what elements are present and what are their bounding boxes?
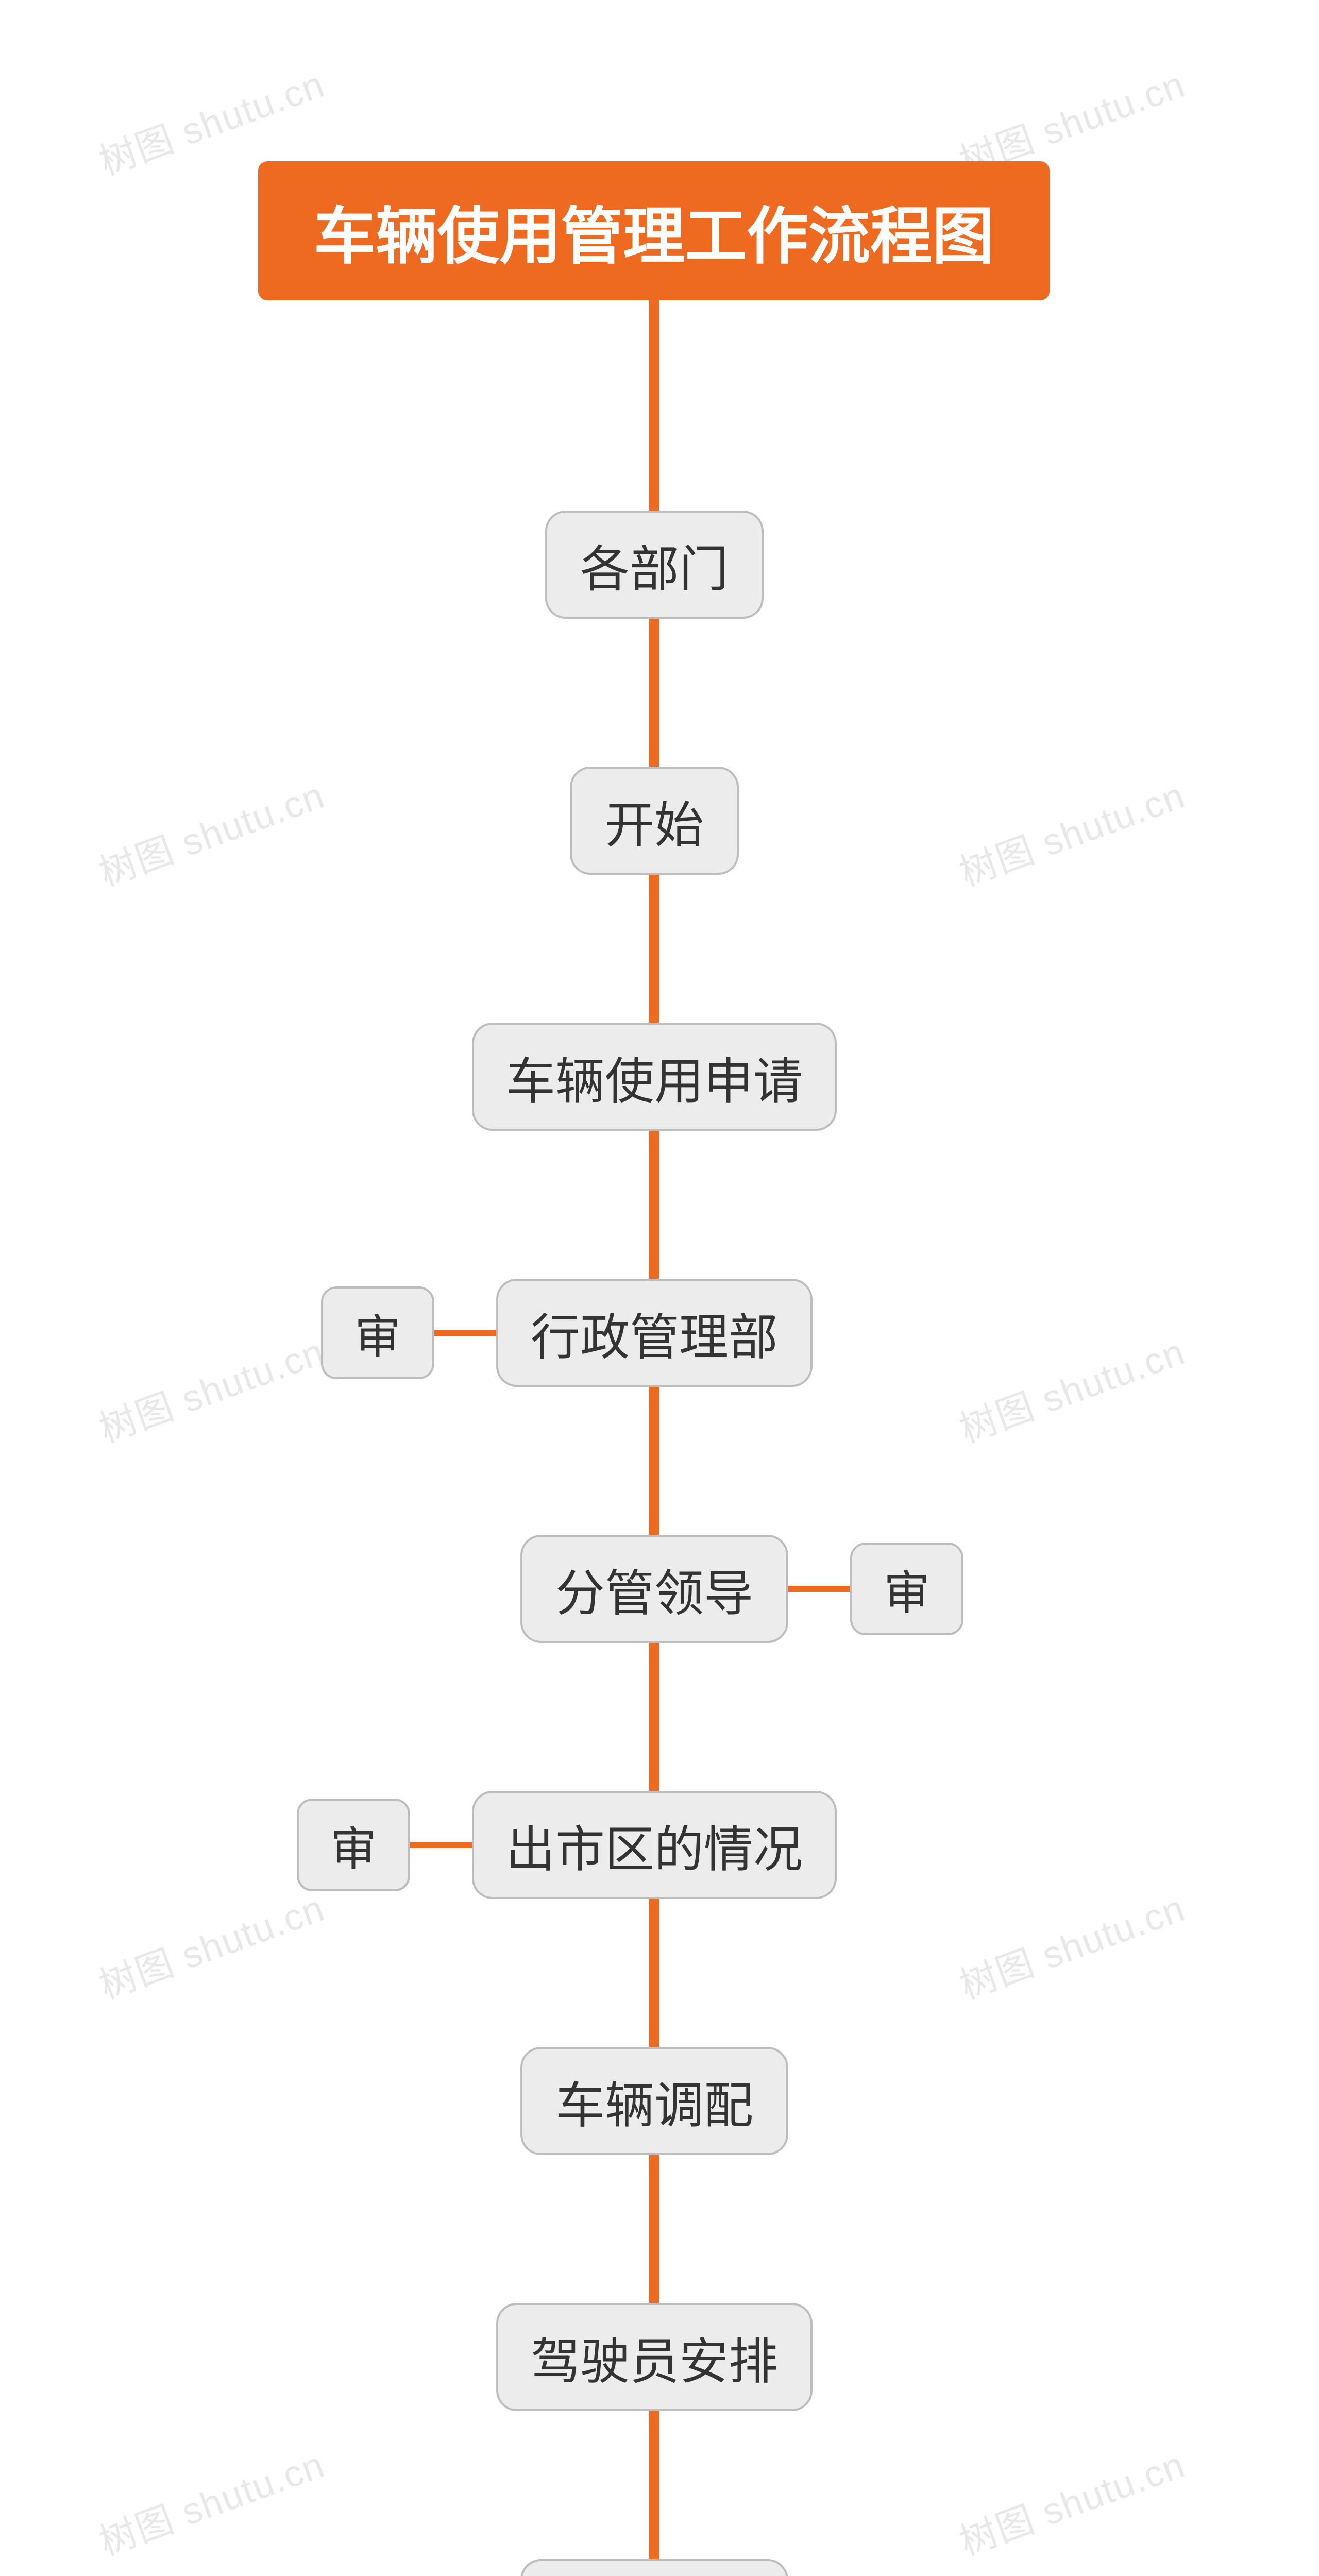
flow-step-label: 行政管理部: [531, 1297, 778, 1369]
flow-side-label: 审: [330, 1811, 377, 1878]
flow-step: 各部门: [545, 511, 764, 619]
connector: [649, 2155, 659, 2303]
connector: [788, 1586, 850, 1592]
flow-step: 分管领导: [520, 1535, 788, 1643]
flow-step-label: 车辆使用申请: [506, 1041, 803, 1113]
watermark: 树图 shutu.cn: [91, 765, 331, 896]
watermark: 树图 shutu.cn: [91, 2434, 331, 2566]
flow-step: 行政管理部: [496, 1279, 813, 1387]
flow-side-label: 审: [884, 1555, 930, 1622]
connector: [649, 2411, 659, 2559]
flow-side-node: 审: [297, 1799, 410, 1891]
flow-side-node: 审: [321, 1286, 434, 1379]
connector: [649, 875, 659, 1023]
flowchart-canvas: 树图 shutu.cn 树图 shutu.cn 树图 shutu.cn 树图 shut…: [0, 0, 1319, 2576]
watermark: 树图 shutu.cn: [951, 2434, 1191, 2566]
flow-step: 车况确认: [520, 2559, 788, 2576]
flow-step-label: 开始: [605, 785, 704, 857]
watermark: 树图 shutu.cn: [91, 1321, 331, 1453]
connector: [649, 300, 659, 511]
flow-step: 出市区的情况: [472, 1791, 837, 1899]
flow-step-label: 驾驶员安排: [531, 2321, 778, 2393]
watermark: 树图 shutu.cn: [951, 1878, 1191, 2009]
connector: [649, 1643, 659, 1791]
connector: [649, 619, 659, 767]
flowchart-title-label: 车辆使用管理工作流程图: [314, 186, 994, 276]
watermark: 树图 shutu.cn: [951, 1321, 1191, 1453]
watermark: 树图 shutu.cn: [951, 765, 1191, 896]
flowchart-title: 车辆使用管理工作流程图: [258, 161, 1050, 300]
flow-step-label: 车辆调配: [555, 2065, 753, 2137]
flow-step-label: 各部门: [580, 529, 729, 601]
flow-step-label: 出市区的情况: [506, 1809, 803, 1881]
flow-step: 开始: [570, 767, 739, 875]
flow-step: 车辆调配: [520, 2047, 788, 2155]
flow-step: 驾驶员安排: [496, 2303, 813, 2411]
connector: [410, 1842, 472, 1848]
connector: [649, 1131, 659, 1279]
flow-step: 车辆使用申请: [472, 1023, 837, 1131]
flow-side-label: 审: [354, 1299, 401, 1366]
watermark: 树图 shutu.cn: [91, 1878, 331, 2009]
connector: [649, 1387, 659, 1535]
connector: [434, 1330, 496, 1336]
flow-step-label: 分管领导: [555, 1553, 753, 1625]
connector: [649, 1899, 659, 2047]
flow-side-node: 审: [850, 1543, 963, 1635]
